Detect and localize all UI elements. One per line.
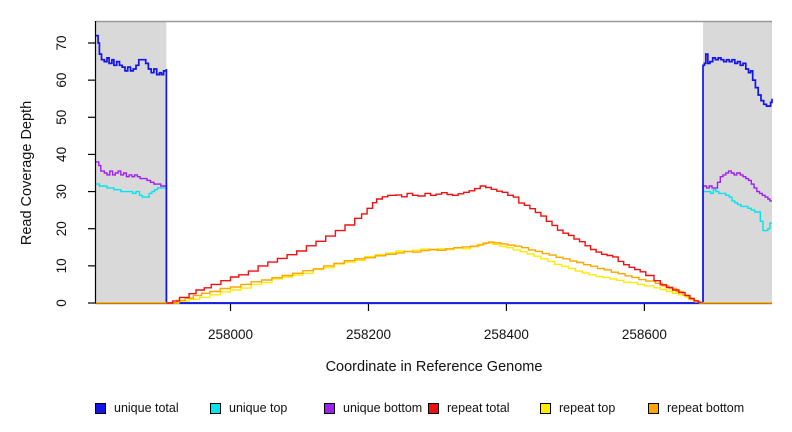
series-line-unique-bottom xyxy=(96,161,772,304)
y-tick-label: 20 xyxy=(54,221,69,236)
series-line-repeat-bottom xyxy=(96,241,772,304)
x-tick-label: 258600 xyxy=(622,327,667,342)
series-line-repeat-total xyxy=(166,185,702,304)
y-tick-label: 60 xyxy=(54,73,69,88)
y-tick-label: 30 xyxy=(54,184,69,199)
y-tick-label: 40 xyxy=(54,147,69,162)
shaded-region xyxy=(703,21,772,303)
y-tick-label: 10 xyxy=(54,258,69,273)
y-tick-label: 70 xyxy=(54,35,69,50)
x-tick-label: 258400 xyxy=(484,327,529,342)
x-tick-label: 258000 xyxy=(208,327,253,342)
x-axis-title: Coordinate in Reference Genome xyxy=(325,359,543,375)
series-line-unique-total xyxy=(96,34,773,304)
y-axis-title: Read Coverage Depth xyxy=(19,100,35,246)
series-line-unique-top xyxy=(96,183,772,304)
shaded-region xyxy=(96,21,167,303)
series-line-repeat-top xyxy=(166,242,701,304)
x-tick-label: 258200 xyxy=(346,327,391,342)
y-tick-label: 0 xyxy=(54,299,69,307)
y-tick-label: 50 xyxy=(54,110,69,125)
